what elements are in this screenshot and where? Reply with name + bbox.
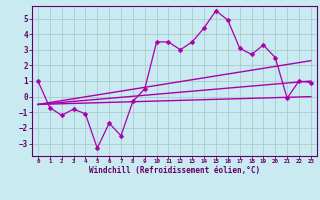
X-axis label: Windchill (Refroidissement éolien,°C): Windchill (Refroidissement éolien,°C) — [89, 166, 260, 175]
